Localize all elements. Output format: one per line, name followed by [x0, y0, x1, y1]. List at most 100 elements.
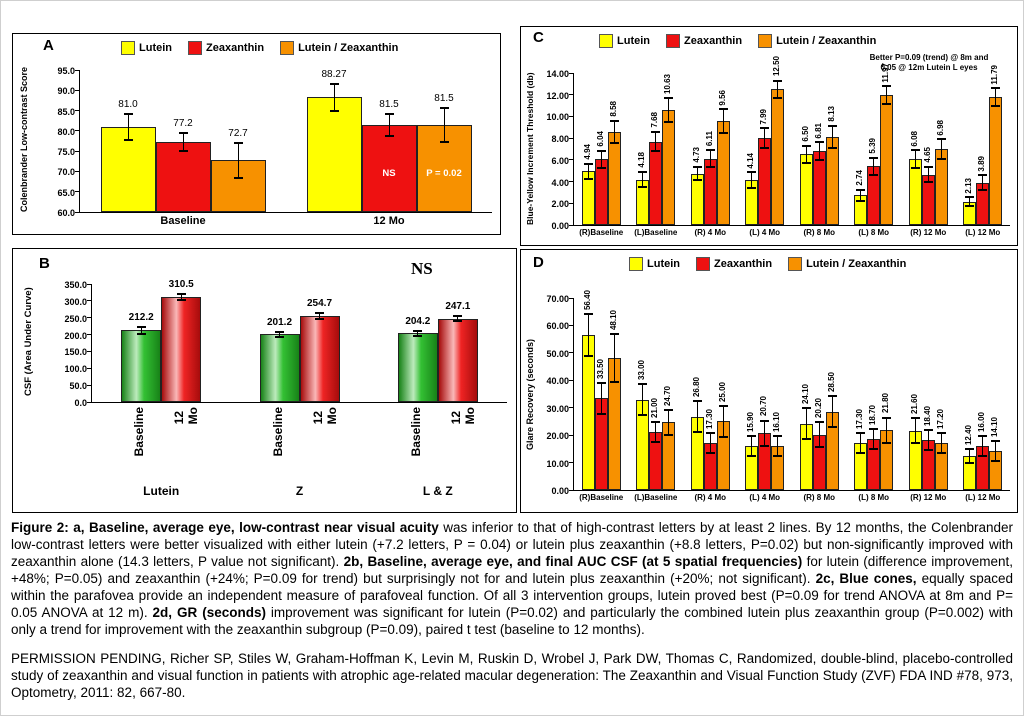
y-tick-label: 250.0	[64, 313, 87, 324]
caption-segment: equally spaced within the parafovea prov…	[11, 571, 1013, 620]
cluster-label: (R) 12 Mo	[910, 228, 947, 237]
y-tick-mark	[569, 159, 574, 161]
y-tick-label: 14.00	[546, 69, 569, 79]
caption-bold-segment: Figure 2: a, Baseline, average eye, low-…	[11, 520, 444, 535]
bar	[121, 330, 162, 402]
panel-c: C Lutein Zeaxanthin Lutein / Zeaxanthin Be…	[520, 26, 1018, 246]
y-tick-label: 60.0	[57, 208, 75, 218]
group-label: Z	[295, 484, 304, 498]
panel-c-annotation-line2: 0.05 @ 12m Lutein L eyes	[880, 63, 978, 73]
y-tick-mark	[569, 324, 574, 326]
cluster-label: (R)Baseline	[579, 493, 624, 502]
panel-a-y-axis-label: Colenbrander Low-contrast Score	[19, 66, 29, 212]
panel-c-letter: C	[533, 29, 544, 46]
value-label: 26.80	[691, 377, 701, 398]
error-bar	[760, 127, 770, 150]
error-bar	[882, 85, 892, 105]
cluster-label: (R)Baseline	[579, 228, 624, 237]
value-label: 7.68	[650, 112, 660, 128]
legend-item: Lutein	[121, 41, 172, 55]
value-label: 8.13	[826, 106, 836, 122]
error-bar	[718, 108, 728, 135]
bar	[799, 154, 813, 225]
bar	[299, 316, 340, 402]
y-tick-label: 200.0	[64, 330, 87, 341]
error-bar	[583, 313, 593, 358]
y-tick-label: 4.00	[551, 177, 569, 188]
caption-segment: for lutein (difference improvement, +48%…	[11, 554, 1013, 586]
y-tick-mark	[75, 170, 80, 172]
error-bar	[856, 188, 866, 202]
legend-swatch-icon	[599, 34, 613, 48]
value-label: 16.10	[772, 411, 782, 432]
error-bar	[965, 447, 975, 465]
y-tick-label: 70.00	[546, 294, 569, 304]
y-tick-label: 50.00	[546, 348, 569, 359]
value-label: 56.40	[582, 290, 592, 311]
cluster-label: (L) 4 Mo	[749, 493, 781, 502]
y-tick-mark	[75, 130, 80, 132]
error-bar	[329, 83, 339, 112]
error-bar	[178, 132, 188, 153]
value-label: 77.2	[173, 118, 193, 130]
y-tick-label: 50.0	[69, 381, 87, 392]
legend-label: Zeaxanthin	[206, 42, 265, 54]
legend-item: Lutein	[629, 257, 680, 271]
caption-bold-segment: 2c, Blue cones,	[815, 571, 922, 586]
value-label: 25.00	[717, 381, 727, 402]
value-label: 6.04	[595, 131, 605, 147]
value-label: 7.99	[759, 108, 769, 125]
cluster-label: (L) 12 Mo	[965, 493, 1001, 502]
value-label: 12.40	[964, 424, 974, 445]
bar	[880, 95, 894, 225]
value-label: 310.5	[168, 279, 194, 291]
chart-d-plot: 0.00 10.00 20.00 30.00 40.00 50.00 60.00 70.00 5…	[546, 290, 1010, 502]
value-label: 254.7	[306, 298, 333, 310]
bar	[361, 124, 417, 212]
error-bar	[692, 166, 702, 182]
caption-bold-segment: 2d, GR (seconds)	[152, 605, 271, 620]
bar	[306, 97, 362, 212]
bar	[934, 149, 948, 225]
y-tick-label: 2.00	[551, 199, 569, 210]
bar-x-label: 12 Mo	[448, 407, 477, 425]
error-bar	[923, 165, 933, 184]
value-label: 212.2	[128, 312, 154, 324]
caption-paragraph: Figure 2: a, Baseline, average eye, low-…	[11, 519, 1013, 638]
caption-segment: was inferior to that of high-contrast le…	[11, 520, 1013, 569]
error-bar	[827, 124, 837, 149]
bar	[758, 138, 772, 225]
error-bar	[596, 149, 606, 170]
error-bar	[747, 171, 757, 189]
value-label: 201.2	[266, 316, 293, 328]
error-bar	[991, 87, 1001, 107]
legend-item: Lutein / Zeaxanthin	[788, 257, 906, 271]
cluster-label: (L)Baseline	[634, 228, 678, 237]
y-tick-mark	[569, 379, 574, 381]
bar	[662, 109, 676, 225]
error-bar	[638, 383, 648, 416]
bar	[100, 126, 156, 212]
error-bar	[773, 79, 783, 100]
value-label: 72.7	[228, 128, 248, 140]
error-bar	[453, 315, 463, 323]
y-tick-mark	[569, 297, 574, 299]
error-bar	[910, 417, 920, 445]
value-label: 18.70	[868, 404, 878, 425]
error-bar	[923, 428, 933, 451]
value-label: 14.10	[990, 417, 1000, 438]
value-label: 2.13	[964, 177, 974, 194]
y-tick-mark	[87, 317, 92, 319]
error-bar	[638, 170, 648, 189]
y-tick-mark	[75, 110, 80, 112]
panel-b: B NS CSF (Area Under Curve) 0.0 50.0 100.0…	[12, 248, 517, 513]
bar	[989, 97, 1003, 225]
error-bar	[651, 130, 661, 153]
value-label: 21.60	[909, 394, 919, 415]
error-bar	[439, 106, 449, 144]
error-bar	[275, 330, 284, 338]
value-label: 81.5	[434, 92, 454, 104]
error-bar	[936, 138, 946, 161]
caption-segment: improvement was significant for lutein (…	[11, 605, 1013, 637]
y-tick-label: 0.00	[551, 221, 569, 231]
